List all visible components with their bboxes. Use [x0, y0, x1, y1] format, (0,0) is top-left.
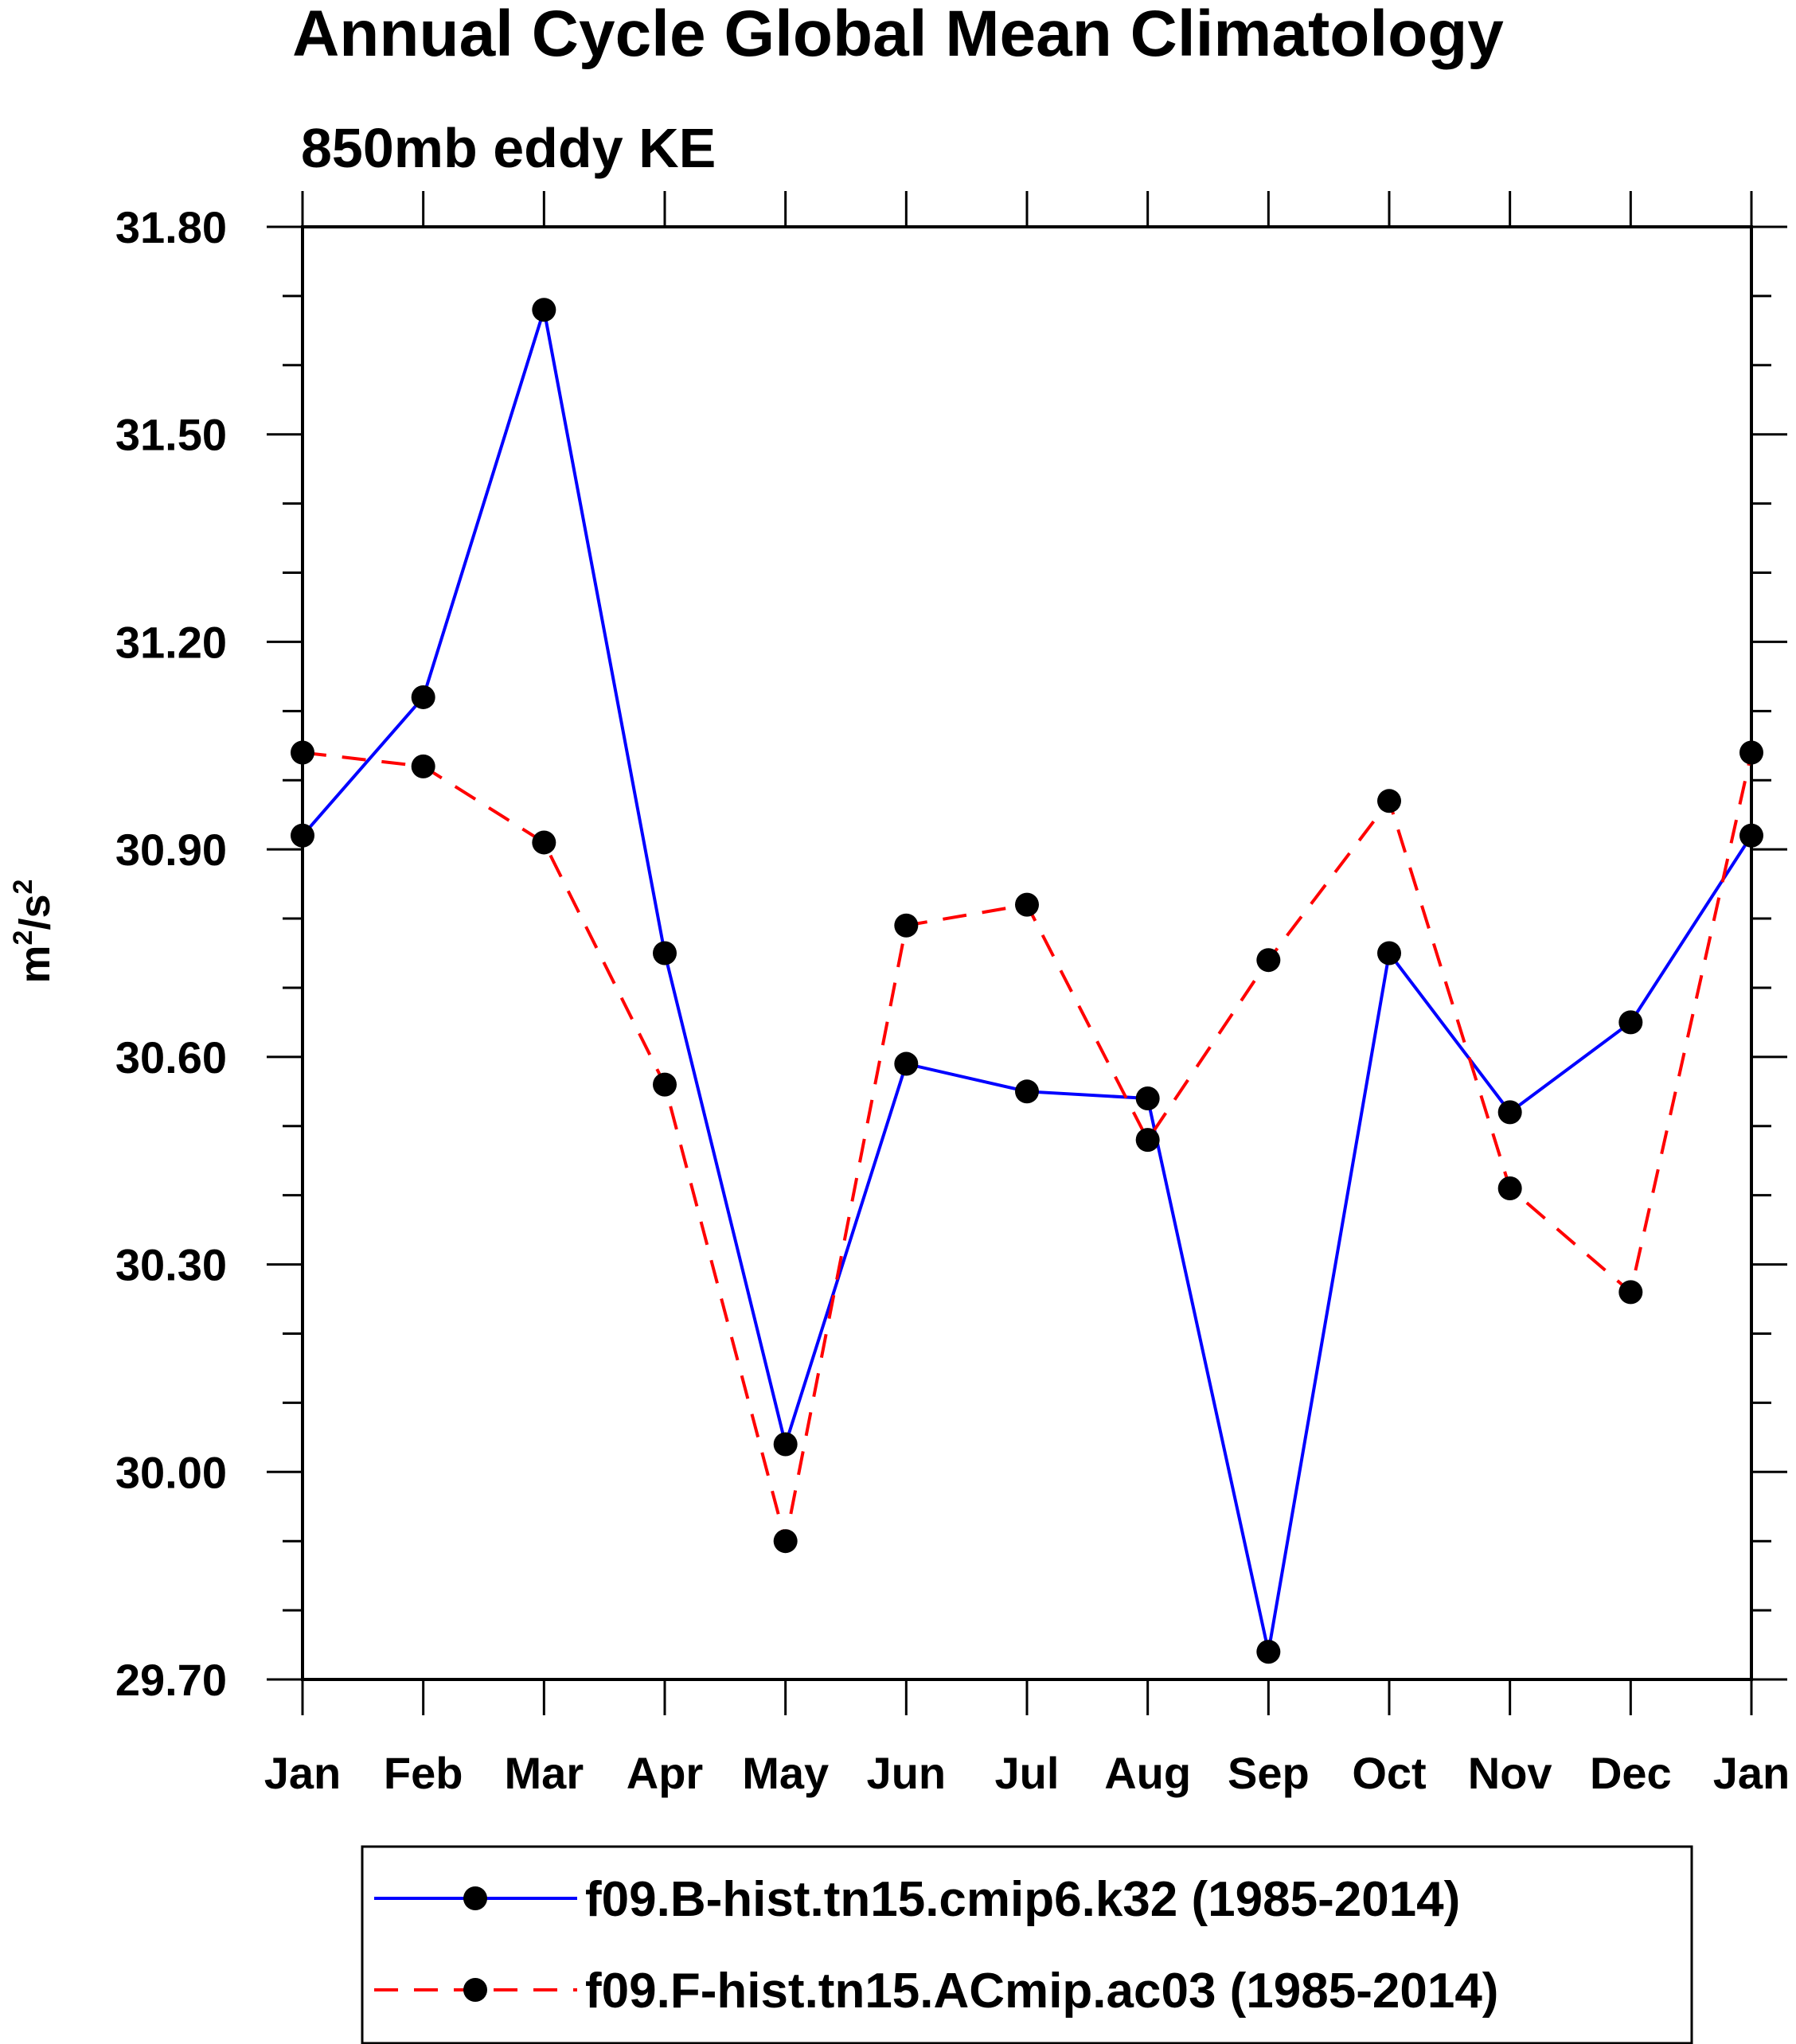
legend-label-series-1: f09.B-hist.tn15.cmip6.k32 (1985-2014): [585, 1872, 1460, 1927]
y-tick-label: 30.90: [115, 825, 227, 875]
x-tick-label: Nov: [1468, 1748, 1552, 1798]
series-lines: [301, 309, 1753, 1652]
series-2-point: [1377, 789, 1401, 813]
series-1-point: [532, 298, 556, 322]
legend-label-series-2: f09.F-hist.tn15.ACmip.ac03 (1985-2014): [585, 1964, 1498, 2019]
x-tick-label: Apr: [627, 1748, 703, 1798]
y-tick-label: 31.50: [115, 410, 227, 460]
series-markers: [291, 298, 1763, 1664]
y-axis-label: m2/s2: [8, 880, 59, 984]
y-tick-label: 30.00: [115, 1447, 227, 1497]
chart-title: Annual Cycle Global Mean Climatology: [292, 0, 1504, 70]
legend-box: [361, 1845, 1693, 2044]
plot-frame: [301, 225, 1753, 1681]
series-2-point: [411, 754, 435, 778]
series-2-point: [773, 1529, 798, 1554]
series-2-point: [1015, 892, 1039, 917]
axis-ticks: [267, 191, 1787, 1715]
y-tick-label: 29.70: [115, 1655, 227, 1705]
x-tick-label: Oct: [1352, 1748, 1426, 1798]
y-axis-label-sup2: 2: [8, 880, 38, 895]
x-tick-label: Mar: [505, 1748, 584, 1798]
y-axis-label-base: m: [11, 945, 59, 983]
series-2-point: [1256, 948, 1281, 973]
y-tick-label: 31.80: [115, 202, 227, 252]
series-2-point: [1618, 1280, 1643, 1305]
series-1-point: [653, 941, 677, 965]
series-2-point: [894, 913, 919, 938]
x-tick-label: Jun: [867, 1748, 947, 1798]
chart-subtitle: 850mb eddy KE: [301, 117, 716, 179]
series-2-point: [1497, 1176, 1522, 1200]
series-1-point: [1015, 1079, 1039, 1104]
series-1-point: [1739, 823, 1763, 848]
legend-marker-series-1: [463, 1886, 487, 1910]
series-1-point: [411, 685, 435, 709]
y-tick-label: 31.20: [115, 617, 227, 667]
x-tick-label: Dec: [1590, 1748, 1672, 1798]
series-2-point: [653, 1072, 677, 1097]
legend-marker-series-2: [463, 1978, 487, 2002]
legend: f09.B-hist.tn15.cmip6.k32 (1985-2014) f0…: [361, 1845, 1693, 2044]
series-1-point: [894, 1051, 919, 1076]
series-line-2: [302, 751, 1753, 1542]
series-1-point: [773, 1432, 798, 1457]
series-1-point: [1377, 941, 1401, 965]
x-tick-labels: Jan Feb Mar Apr May Jun Jul Aug Sep Oct Nov Dec Jan: [264, 1748, 1790, 1798]
y-axis-label-sup1: 2: [8, 930, 38, 946]
series-2-point: [532, 830, 556, 855]
series-1-point: [1135, 1086, 1160, 1110]
x-tick-label: May: [742, 1748, 829, 1798]
x-tick-label: Sep: [1228, 1748, 1310, 1798]
x-tick-label: Jan: [1713, 1748, 1790, 1798]
series-2-point: [291, 740, 314, 765]
series-2-point: [1135, 1128, 1160, 1153]
y-tick-label: 30.60: [115, 1032, 227, 1082]
series-1-point: [1618, 1010, 1643, 1035]
x-tick-label: Aug: [1104, 1748, 1191, 1798]
series-1-point: [1497, 1100, 1522, 1125]
y-tick-labels: 31.80 31.50 31.20 30.90 30.60 30.30 30.00 29.70: [115, 202, 227, 1705]
x-tick-label: Jan: [264, 1748, 342, 1798]
series-line-1: [301, 309, 1753, 1652]
series-2-point: [1739, 740, 1763, 765]
series-1-point: [291, 823, 314, 848]
y-axis-label-mid: /s: [11, 894, 59, 930]
x-tick-label: Feb: [384, 1748, 463, 1798]
series-1-point: [1256, 1640, 1281, 1664]
y-tick-label: 30.30: [115, 1240, 227, 1290]
x-tick-label: Jul: [995, 1748, 1060, 1798]
